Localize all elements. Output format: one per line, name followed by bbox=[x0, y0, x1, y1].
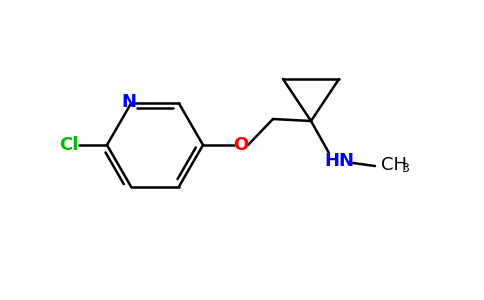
Text: Cl: Cl bbox=[60, 136, 79, 154]
Text: N: N bbox=[121, 93, 136, 111]
Text: O: O bbox=[233, 136, 249, 154]
Text: CH: CH bbox=[381, 156, 407, 174]
Text: 3: 3 bbox=[401, 163, 409, 176]
Text: HN: HN bbox=[324, 152, 354, 170]
